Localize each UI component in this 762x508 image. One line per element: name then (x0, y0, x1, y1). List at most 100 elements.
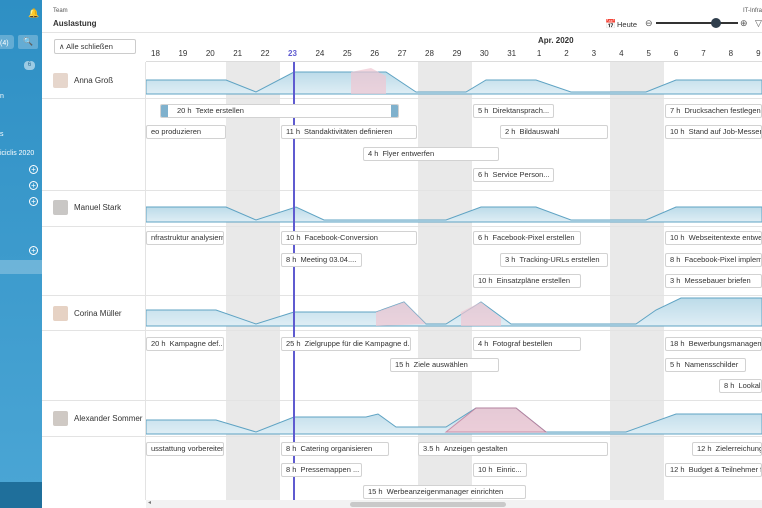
zoom-slider-handle[interactable] (711, 18, 721, 28)
breadcrumb[interactable]: Team (53, 8, 68, 14)
task-hours: 5 h (670, 360, 681, 369)
sidebar: 🔔 (4) 🔍 6 n s iciclis 2020 + + + + (0, 0, 42, 508)
task-bar[interactable]: 4 h Flyer entwerfen (363, 147, 499, 161)
avatar (53, 200, 68, 215)
row-divider (42, 295, 762, 296)
task-bar[interactable]: 18 h Bewerbungsmanageme (665, 337, 762, 351)
add-icon[interactable]: + (29, 197, 38, 206)
task-bar[interactable]: 2 h Bildauswahl (500, 125, 608, 139)
resize-handle[interactable] (391, 105, 398, 117)
sidebar-item-2[interactable]: s (0, 131, 4, 138)
task-hours: 2 h (505, 127, 516, 136)
task-bar[interactable]: 10 h Facebook-Conversion (281, 231, 417, 245)
sidebar-selected-item[interactable] (0, 260, 42, 274)
task-bar[interactable]: 20 h Kampagne def... (146, 337, 224, 351)
sidebar-filter-box[interactable] (0, 35, 14, 49)
task-bar[interactable]: 8 h Meeting 03.04.... (281, 253, 362, 267)
task-label: Facebook-Conversion (304, 233, 378, 242)
task-label: Werbeanzeigenmanager einrichten (386, 487, 504, 496)
chevron-up-icon: ∧ (59, 42, 65, 51)
task-bar[interactable]: 20 h Texte erstellen (160, 104, 399, 118)
row-divider (42, 98, 762, 99)
task-bar[interactable]: 6 h Facebook-Pixel erstellen (473, 231, 581, 245)
collapse-all-button[interactable]: ∧ Alle schließen (54, 39, 136, 54)
task-label: Anzeigen gestalten (443, 444, 508, 453)
task-label: Bildauswahl (519, 127, 560, 136)
avatar (53, 73, 68, 88)
overload-peak (444, 407, 548, 433)
task-label: Bewerbungsmanageme (688, 339, 762, 348)
day-tick: 26 (370, 49, 380, 58)
task-bar[interactable]: 15 h Werbeanzeigenmanager einrichten (363, 485, 526, 499)
task-bar[interactable]: 11 h Standaktivitäten definieren (281, 125, 417, 139)
person-name[interactable]: Anna Groß (74, 76, 114, 85)
sidebar-item-1[interactable]: n (0, 93, 4, 100)
project-label[interactable]: IT-Infra (743, 8, 762, 14)
sidebar-badge: 6 (24, 61, 35, 70)
task-bar[interactable]: 6 h Service Person... (473, 168, 554, 182)
task-bar[interactable]: 7 h Drucksachen festlegen (665, 104, 762, 118)
sidebar-item-3[interactable]: iciclis 2020 (0, 150, 35, 157)
person-name[interactable]: Corina Müller (74, 309, 122, 318)
sidebar-search-button[interactable]: 🔍 (18, 35, 38, 49)
scrollbar-thumb[interactable] (350, 502, 506, 507)
task-bar[interactable]: 8 h Facebook-Pixel impleme (665, 253, 762, 267)
task-bar[interactable]: 4 h Fotograf bestellen (473, 337, 581, 351)
task-bar[interactable]: 25 h Zielgruppe für die Kampagne d... (281, 337, 411, 351)
task-bar[interactable]: 3 h Messebauer briefen (665, 274, 762, 288)
task-bar[interactable]: 8 h Catering organisieren (281, 442, 389, 456)
bell-icon[interactable]: 🔔 (28, 8, 40, 18)
day-tick: 23 (288, 49, 297, 58)
day-tick: 2 (564, 49, 569, 58)
zoom-out-icon[interactable]: ⊖ (645, 18, 653, 28)
task-bar[interactable]: 3 h Tracking-URLs erstellen (500, 253, 608, 267)
add-icon[interactable]: + (29, 181, 38, 190)
task-label: Lookal (738, 381, 761, 390)
person-name[interactable]: Manuel Stark (74, 203, 122, 212)
filter-icon[interactable]: ▽ (755, 18, 762, 28)
scroll-left-icon[interactable]: ◂ (148, 500, 152, 506)
day-tick: 18 (151, 49, 160, 58)
task-label: Catering organisieren (300, 444, 373, 453)
task-hours: 15 h (368, 487, 383, 496)
task-hours: 3 h (670, 276, 681, 285)
add-icon[interactable]: + (29, 165, 38, 174)
task-label: Zielgruppe für die Kampagne d... (304, 339, 411, 348)
today-marker (293, 62, 295, 500)
person-name[interactable]: Alexander Sommer (74, 414, 143, 423)
task-bar[interactable]: eo produzieren (146, 125, 226, 139)
resize-handle[interactable] (161, 105, 168, 117)
task-bar[interactable]: 5 h Namensschilder (665, 358, 746, 372)
task-bar[interactable]: 10 h Einric... (473, 463, 527, 477)
task-hours: 8 h (286, 255, 297, 264)
task-bar[interactable]: 12 h Budget & Teilnehmer fe (665, 463, 762, 477)
task-label: Service Person... (492, 170, 550, 179)
task-bar[interactable]: 10 h Stand auf Job-Messen (665, 125, 762, 139)
task-hours: 12 h (670, 465, 685, 474)
task-bar[interactable]: 8 h Lookal (719, 379, 762, 393)
task-bar[interactable]: usstattung vorbereiten (146, 442, 224, 456)
task-label: Fotograf bestellen (492, 339, 553, 348)
overload-peak (376, 302, 426, 326)
task-bar[interactable]: 15 h Ziele auswählen (390, 358, 499, 372)
task-bar[interactable]: 5 h Direktansprach... (473, 104, 554, 118)
zoom-in-icon[interactable]: ⊕ (740, 18, 748, 28)
zoom-slider[interactable] (656, 22, 738, 24)
task-label: Ziele auswählen (413, 360, 468, 369)
calendar-icon[interactable]: 📅 (605, 19, 617, 29)
avatar (53, 306, 68, 321)
task-bar[interactable]: 10 h Einsatzpläne erstellen (473, 274, 581, 288)
day-tick: 30 (479, 49, 489, 58)
today-button[interactable]: Heute (617, 20, 638, 29)
task-bar[interactable]: nfrastruktur analysiern (146, 231, 224, 245)
task-bar[interactable]: 10 h Webseitentexte entwerf (665, 231, 762, 245)
page-title: Auslastung (53, 19, 97, 28)
task-bar[interactable]: 12 h Zielerreichung (692, 442, 762, 456)
task-hours: 8 h (724, 381, 735, 390)
task-label: Facebook-Pixel erstellen (492, 233, 575, 242)
task-bar[interactable]: 3.5 h Anzeigen gestalten (418, 442, 608, 456)
task-hours: 10 h (670, 233, 685, 242)
row-divider (42, 436, 762, 437)
task-bar[interactable]: 8 h Pressemappen ... (281, 463, 362, 477)
add-icon[interactable]: + (29, 246, 38, 255)
